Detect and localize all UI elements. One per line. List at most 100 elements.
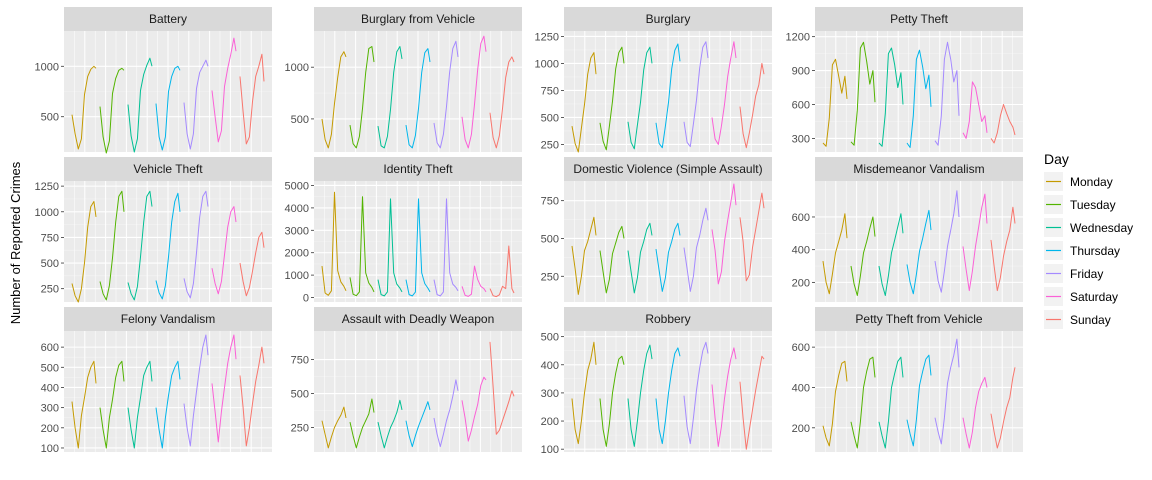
- series-line-monday: [321, 191, 347, 296]
- y-tick-label: 900: [792, 66, 810, 78]
- y-tick-label: 400: [792, 382, 810, 394]
- series-line-wednesday: [627, 344, 653, 447]
- series-line-saturday: [461, 35, 487, 149]
- series-line-monday: [571, 216, 597, 295]
- panel-title: Burglary: [646, 12, 691, 26]
- series-line-tuesday: [349, 46, 375, 149]
- panel-burglary-from-vehicle: Burglary from Vehicle 500 1000: [285, 7, 522, 152]
- y-tick-label: 500: [41, 112, 59, 124]
- series-line-monday: [71, 360, 97, 449]
- y-tick-label: 1000: [35, 207, 59, 219]
- series-line-thursday: [655, 222, 681, 292]
- y-tick-label: 1250: [35, 181, 59, 193]
- series-line-monday: [822, 58, 848, 147]
- y-tick-label: 250: [541, 271, 559, 283]
- series-line-friday: [183, 59, 209, 150]
- panel-title: Robbery: [645, 312, 690, 326]
- series-line-tuesday: [349, 196, 375, 297]
- series-line-thursday: [405, 401, 431, 448]
- series-line-saturday: [962, 376, 988, 449]
- panel-strip: [64, 307, 272, 331]
- series-line-wednesday: [878, 213, 904, 296]
- panel-petty-theft-from-vehicle: Petty Theft from Vehicle 200 400 600: [792, 307, 1023, 452]
- series-line-friday: [934, 190, 960, 293]
- y-tick-label: 500: [41, 258, 59, 270]
- series-line-saturday: [211, 334, 237, 443]
- y-tick-label: 100: [41, 443, 59, 455]
- series-line-wednesday: [127, 57, 153, 153]
- panel-strip: [314, 157, 522, 181]
- legend-label-friday: Friday: [1070, 267, 1103, 281]
- panel-title: Felony Vandalism: [121, 312, 216, 326]
- series-line-sunday: [990, 206, 1016, 292]
- y-tick-label: 1000: [285, 62, 309, 74]
- y-axis-label: Number of Reported Crimes: [8, 161, 23, 324]
- series-line-thursday: [155, 65, 181, 151]
- panel-title: Petty Theft: [890, 12, 948, 26]
- series-line-sunday: [990, 367, 1016, 449]
- panel-assault-with-deadly-weapon: Assault with Deadly Weapon 250 500 750: [291, 307, 522, 452]
- legend-title: Day: [1044, 151, 1069, 167]
- series-line-saturday: [962, 81, 988, 139]
- y-tick-label: 750: [541, 196, 559, 208]
- series-line-friday: [683, 41, 709, 148]
- series-line-thursday: [405, 198, 431, 297]
- legend-label-monday: Monday: [1070, 175, 1113, 189]
- y-tick-label: 1000: [35, 61, 59, 73]
- panel-strip: [815, 7, 1023, 31]
- y-tick-label: 500: [291, 114, 309, 126]
- panel-title: Burglary from Vehicle: [361, 12, 475, 26]
- y-tick-label: 600: [792, 100, 810, 112]
- series-line-monday: [822, 213, 848, 295]
- series-line-sunday: [739, 192, 765, 282]
- panel-title: Vehicle Theft: [133, 162, 203, 176]
- y-tick-label: 750: [41, 232, 59, 244]
- y-tick-label: 400: [792, 245, 810, 257]
- series-line-tuesday: [850, 41, 876, 146]
- series-line-tuesday: [99, 360, 125, 449]
- series-line-wednesday: [878, 47, 904, 147]
- y-tick-label: 250: [291, 423, 309, 435]
- y-tick-label: 750: [291, 355, 309, 367]
- y-tick-label: 300: [41, 403, 59, 415]
- series-line-sunday: [739, 62, 765, 149]
- legend-label-tuesday: Tuesday: [1070, 198, 1116, 212]
- y-tick-label: 600: [41, 342, 59, 354]
- y-tick-label: 500: [541, 233, 559, 245]
- series-line-tuesday: [99, 67, 125, 154]
- series-line-saturday: [962, 193, 988, 292]
- series-line-wednesday: [627, 222, 653, 294]
- series-line-wednesday: [377, 46, 403, 149]
- panel-title: Assault with Deadly Weapon: [342, 312, 495, 326]
- series-line-tuesday: [850, 216, 876, 296]
- y-tick-label: 250: [541, 139, 559, 151]
- panel-title: Domestic Violence (Simple Assault): [573, 162, 762, 176]
- y-tick-label: 400: [541, 360, 559, 372]
- series-line-monday: [571, 341, 597, 445]
- series-line-tuesday: [599, 355, 625, 447]
- series-line-tuesday: [349, 398, 375, 449]
- y-tick-label: 750: [541, 85, 559, 97]
- y-tick-label: 300: [792, 133, 810, 145]
- series-line-tuesday: [850, 356, 876, 449]
- y-tick-label: 100: [541, 444, 559, 456]
- panel-strip: [314, 307, 522, 331]
- y-tick-label: 600: [792, 342, 810, 354]
- series-line-tuesday: [599, 225, 625, 294]
- panel-title: Misdemeanor Vandalism: [853, 162, 984, 176]
- y-tick-label: 500: [541, 112, 559, 124]
- series-line-friday: [683, 341, 709, 445]
- legend-label-saturday: Saturday: [1070, 290, 1118, 304]
- series-line-sunday: [489, 341, 515, 435]
- y-tick-label: 600: [792, 212, 810, 224]
- y-tick-label: 200: [41, 423, 59, 435]
- series-line-monday: [71, 65, 97, 150]
- series-line-saturday: [711, 41, 737, 145]
- series-line-thursday: [906, 354, 932, 447]
- series-line-friday: [934, 338, 960, 445]
- panel-strip: [64, 7, 272, 31]
- y-tick-label: 200: [792, 423, 810, 435]
- panel-burglary: Burglary 250 500 750 1000 1250: [535, 7, 772, 153]
- series-line-friday: [183, 334, 209, 447]
- series-line-thursday: [155, 192, 181, 300]
